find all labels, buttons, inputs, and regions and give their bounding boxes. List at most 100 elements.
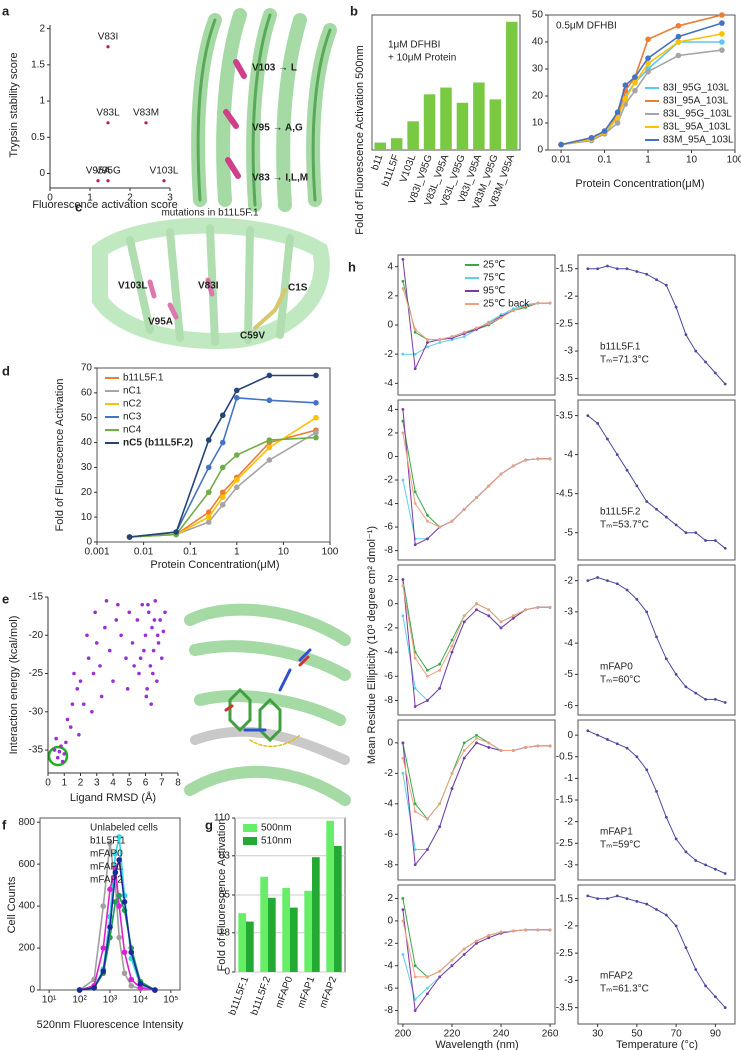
marker	[100, 945, 107, 951]
marker	[704, 360, 707, 364]
marker	[684, 946, 688, 950]
point	[144, 694, 149, 699]
point	[116, 602, 120, 607]
point	[151, 671, 155, 676]
marker	[426, 817, 429, 821]
marker	[438, 975, 442, 979]
marker	[596, 267, 600, 271]
point	[106, 45, 110, 49]
y-tick-label: 4	[387, 404, 393, 415]
series-line	[402, 909, 551, 1012]
series-line	[129, 436, 317, 538]
annotation: Tₘ=61.3°C	[600, 984, 649, 995]
marker	[313, 429, 319, 436]
y-tick-label: -6	[384, 671, 393, 682]
marker	[625, 267, 629, 271]
marker	[635, 597, 639, 601]
x-tick-label: 30	[592, 1029, 604, 1040]
bar	[423, 94, 436, 150]
y-tick-label: -3.5	[556, 410, 574, 421]
marker	[615, 267, 619, 271]
x-axis-label: Protein Concentration(μM)	[150, 559, 279, 571]
y-tick-label: 70	[81, 363, 93, 374]
marker	[675, 52, 682, 59]
marker	[205, 514, 212, 520]
x-tick-label: 0	[47, 193, 53, 204]
marker	[401, 953, 405, 956]
x-tick-label: 0.1	[598, 155, 612, 166]
marker	[645, 500, 649, 503]
panel-letter: h	[348, 259, 356, 274]
marker	[536, 301, 540, 305]
x-tick-label: mFAP0	[274, 975, 296, 1010]
marker	[426, 848, 429, 851]
marker	[413, 863, 417, 867]
y-tick-label: 2	[387, 290, 393, 301]
structure-a	[191, 8, 337, 212]
marker	[401, 478, 405, 482]
marker	[674, 924, 678, 928]
marker	[450, 958, 454, 962]
marker	[266, 397, 273, 404]
marker	[586, 414, 590, 418]
bar	[326, 820, 334, 972]
point	[94, 641, 99, 645]
bar	[334, 846, 342, 972]
point	[155, 679, 159, 683]
y-tick-label: 4	[387, 261, 393, 272]
legend-label: nC1	[123, 386, 142, 397]
y-tick-label: 30	[532, 64, 544, 75]
marker	[401, 741, 405, 745]
marker	[107, 840, 113, 846]
marker	[438, 341, 442, 344]
marker	[438, 825, 442, 829]
y-tick-label: -2	[564, 816, 573, 827]
marker	[128, 976, 135, 983]
series-line	[402, 920, 551, 978]
h-xlabel-melt: Temperature (°c)	[616, 1039, 698, 1050]
x-axis-label: Fluorescence activation score	[32, 199, 178, 211]
y-tick-label: 2	[39, 23, 45, 34]
series-line	[587, 730, 726, 874]
point	[119, 633, 123, 638]
y-tick-label: -3	[564, 975, 573, 986]
y-tick-label: 20	[532, 91, 544, 102]
marker	[462, 508, 466, 511]
marker	[219, 489, 226, 496]
marker	[426, 537, 429, 541]
point	[125, 687, 130, 691]
x-tick-label: 10⁴	[133, 995, 148, 1006]
point	[130, 641, 135, 645]
point-label: V95A	[86, 165, 111, 176]
marker	[219, 494, 226, 501]
marker	[313, 434, 319, 441]
point	[99, 694, 104, 699]
annotation: Tₘ=60°C	[600, 675, 641, 686]
point	[68, 725, 73, 729]
marker	[645, 60, 651, 67]
marker	[438, 662, 442, 666]
series-line	[402, 742, 551, 867]
bar	[440, 87, 452, 150]
x-tick-label: 8	[175, 778, 181, 789]
legend-label: 83I_95A_103L	[663, 96, 729, 107]
y-tick-label: -4	[384, 498, 393, 509]
legend-label: 83L_95G_103L	[663, 109, 732, 120]
marker	[450, 638, 454, 642]
annotation: 1μM DFHBI	[388, 40, 440, 51]
point	[140, 602, 145, 607]
marker	[713, 371, 717, 375]
marker	[625, 588, 629, 592]
point	[72, 671, 76, 676]
marker	[536, 744, 540, 748]
series-line	[402, 409, 551, 546]
marker	[205, 437, 212, 443]
bar	[390, 138, 403, 150]
series-line	[587, 265, 726, 385]
marker	[723, 1006, 727, 1010]
x-axis-label: Protein Concentration(μM)	[575, 178, 704, 190]
marker	[675, 33, 682, 40]
y-tick-label: -8	[384, 1005, 393, 1016]
point	[93, 610, 97, 615]
